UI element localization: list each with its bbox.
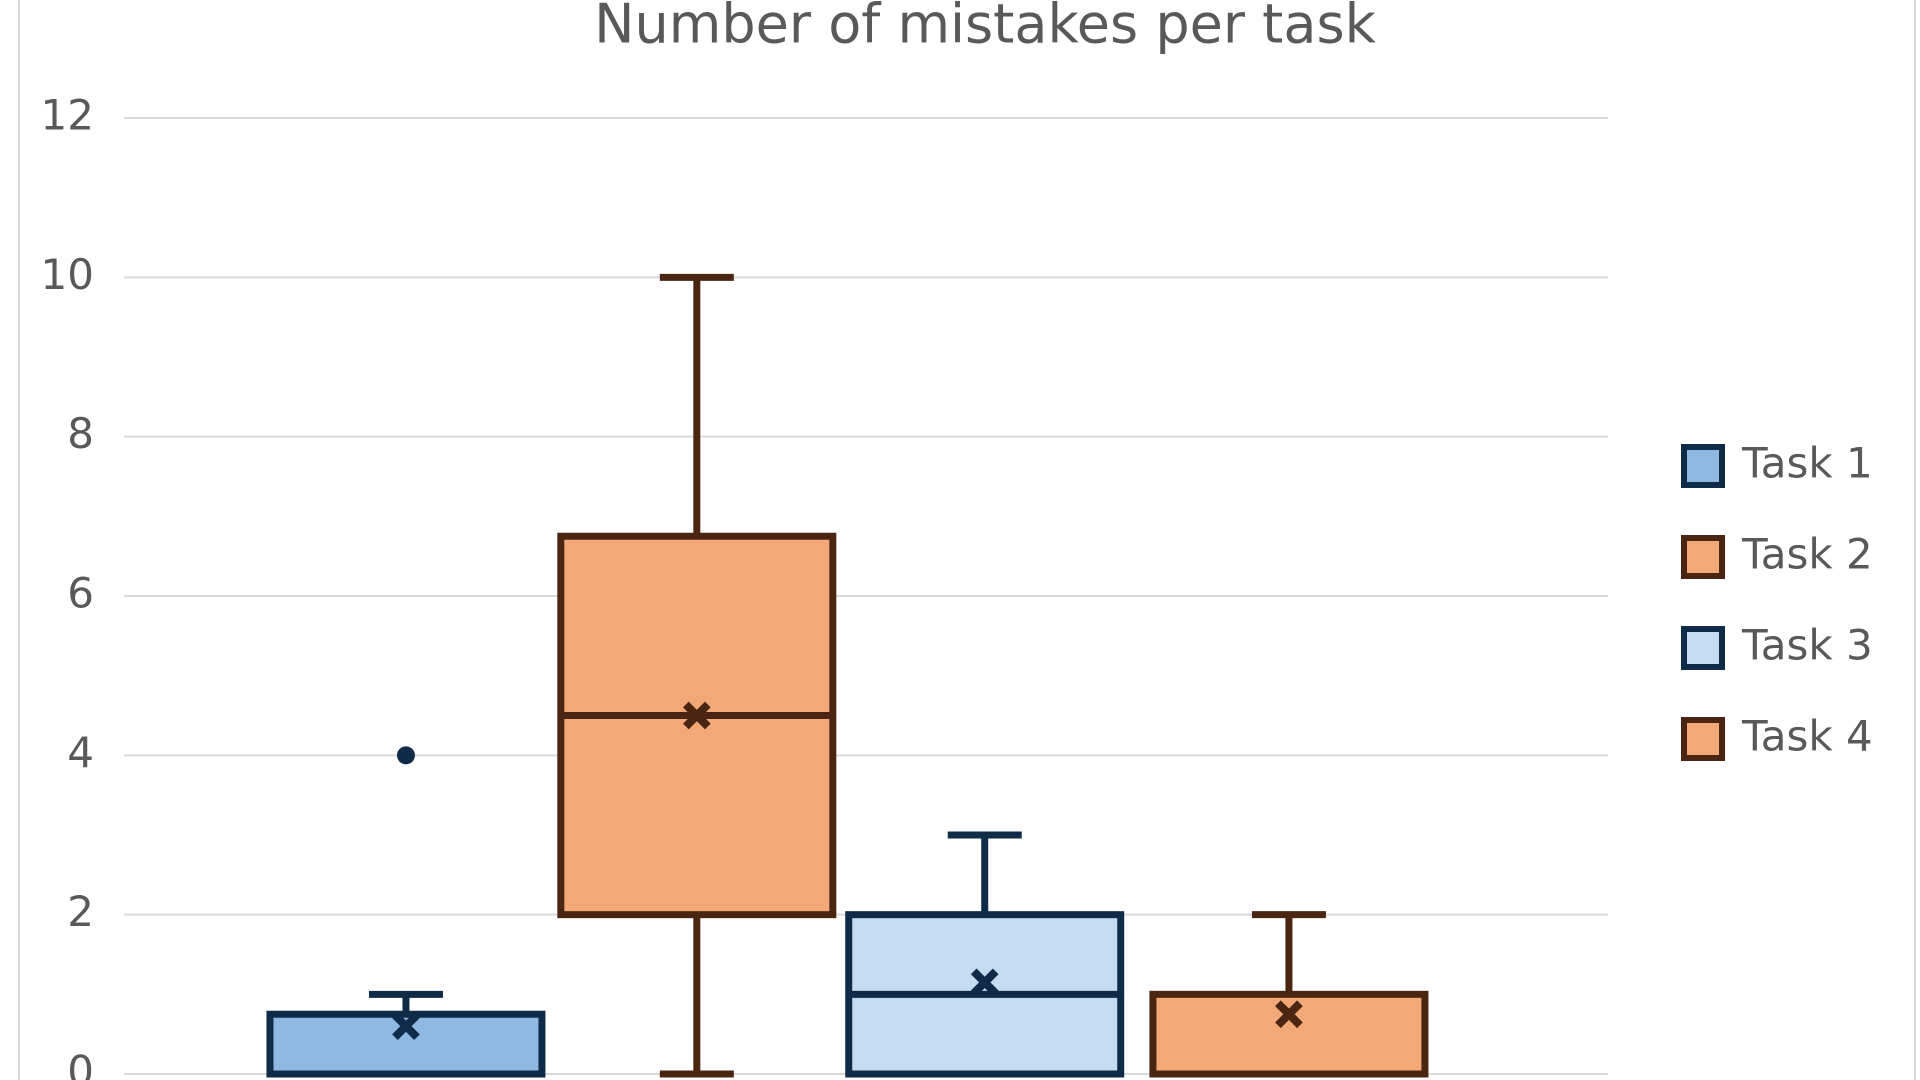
- mean-marker: [1275, 1000, 1303, 1029]
- legend-label: Task 3: [1741, 621, 1873, 670]
- outlier: [396, 746, 415, 765]
- legend-swatch: [1681, 444, 1725, 488]
- legend-label: Task 4: [1741, 712, 1873, 761]
- box: [1149, 990, 1429, 1078]
- y-tick-label: 10: [41, 250, 94, 299]
- y-tick-label: 4: [67, 728, 94, 777]
- y-tick-label: 12: [41, 91, 94, 140]
- mean-marker: [970, 968, 999, 997]
- y-tick-label: 6: [67, 569, 94, 618]
- mean-marker: [682, 701, 711, 730]
- legend-label: Task 1: [1741, 439, 1873, 488]
- box: [557, 532, 837, 919]
- y-tick-label: 8: [67, 409, 94, 458]
- legend-label: Task 2: [1741, 530, 1873, 579]
- chart-title: Number of mistakes per task: [594, 0, 1376, 56]
- legend-swatch: [1681, 535, 1725, 579]
- legend-swatch: [1681, 717, 1725, 761]
- legend-swatch: [1681, 626, 1725, 670]
- mean-marker: [392, 1012, 420, 1041]
- y-tick-label: 0: [67, 1047, 94, 1080]
- y-tick-label: 2: [67, 887, 94, 936]
